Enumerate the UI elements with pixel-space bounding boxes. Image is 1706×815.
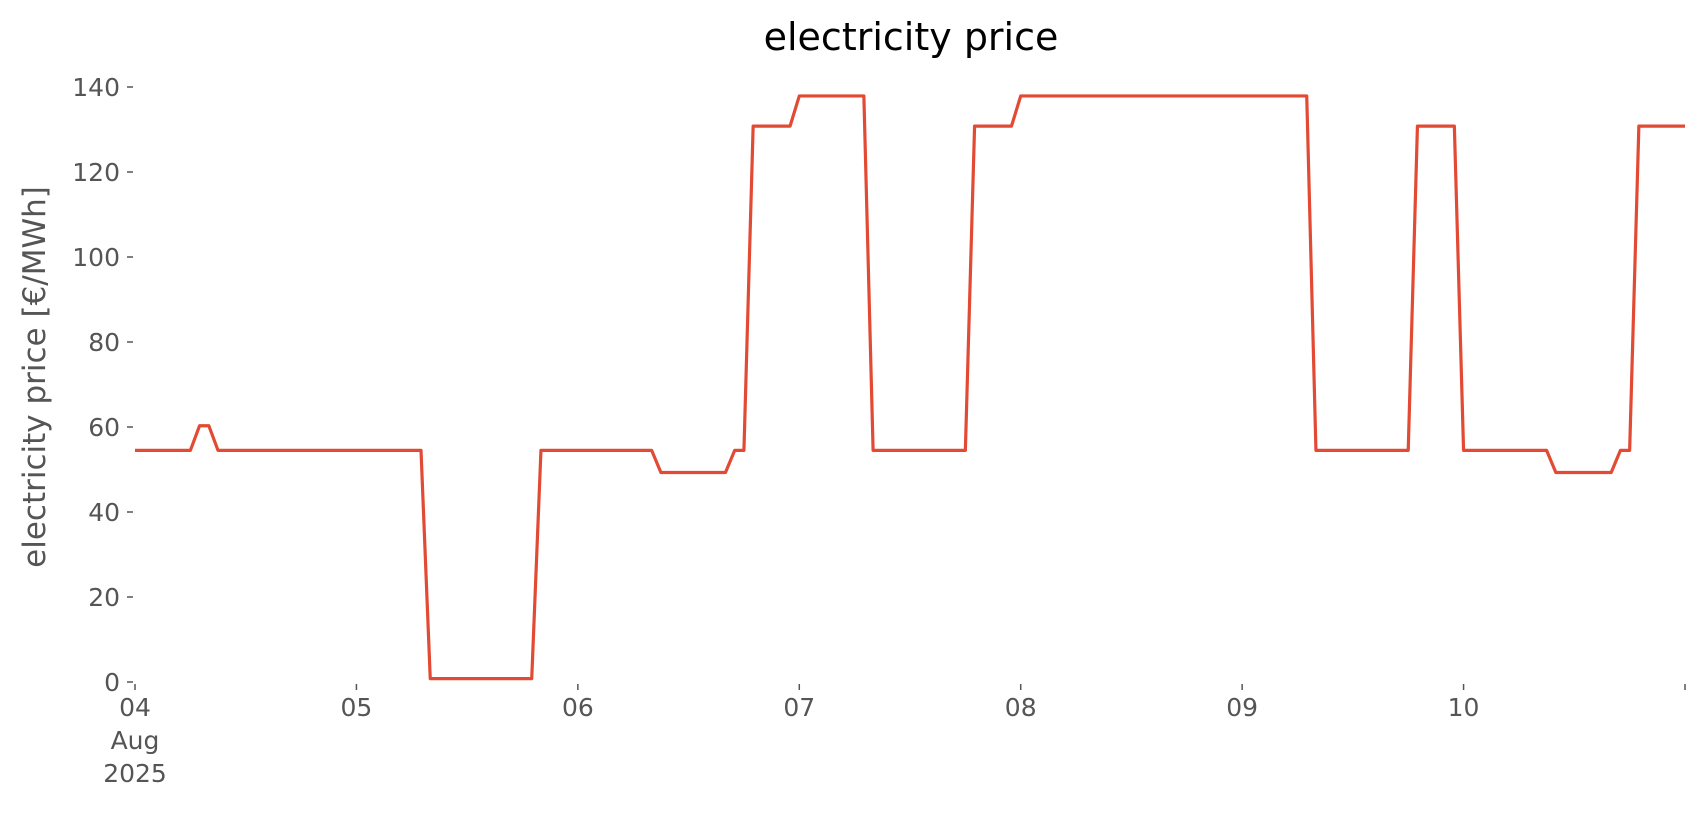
y-tick-label: 80: [88, 328, 120, 357]
x-axis: 04 Aug 2025 05 06 07 08 09 10: [103, 684, 1686, 788]
y-tick-label: 140: [72, 73, 120, 102]
x-tick-label: 07: [783, 693, 815, 722]
y-tick-label: 40: [88, 498, 120, 527]
chart-title: electricity price: [764, 15, 1059, 59]
plot-area: [135, 94, 1685, 681]
x-tick-label: 08: [1005, 693, 1037, 722]
y-tick-label: 20: [88, 583, 120, 612]
y-axis-label: electricity price [€/MWh]: [17, 186, 53, 568]
y-axis: 0 20 40 60 80 100 120 140: [72, 73, 133, 697]
y-tick-label: 100: [72, 243, 120, 272]
y-tick-label: 0: [104, 668, 120, 697]
x-tick-label: 06: [562, 693, 594, 722]
y-tick-label: 60: [88, 413, 120, 442]
series-line: [135, 94, 1685, 681]
y-tick-label: 120: [72, 158, 120, 187]
x-tick-year-label: 2025: [103, 759, 167, 788]
x-tick-month-label: Aug: [111, 726, 160, 755]
x-tick-label: 10: [1448, 693, 1480, 722]
x-tick-label: 09: [1226, 693, 1258, 722]
x-tick-label: 05: [341, 693, 373, 722]
x-tick-label: 04: [119, 693, 151, 722]
